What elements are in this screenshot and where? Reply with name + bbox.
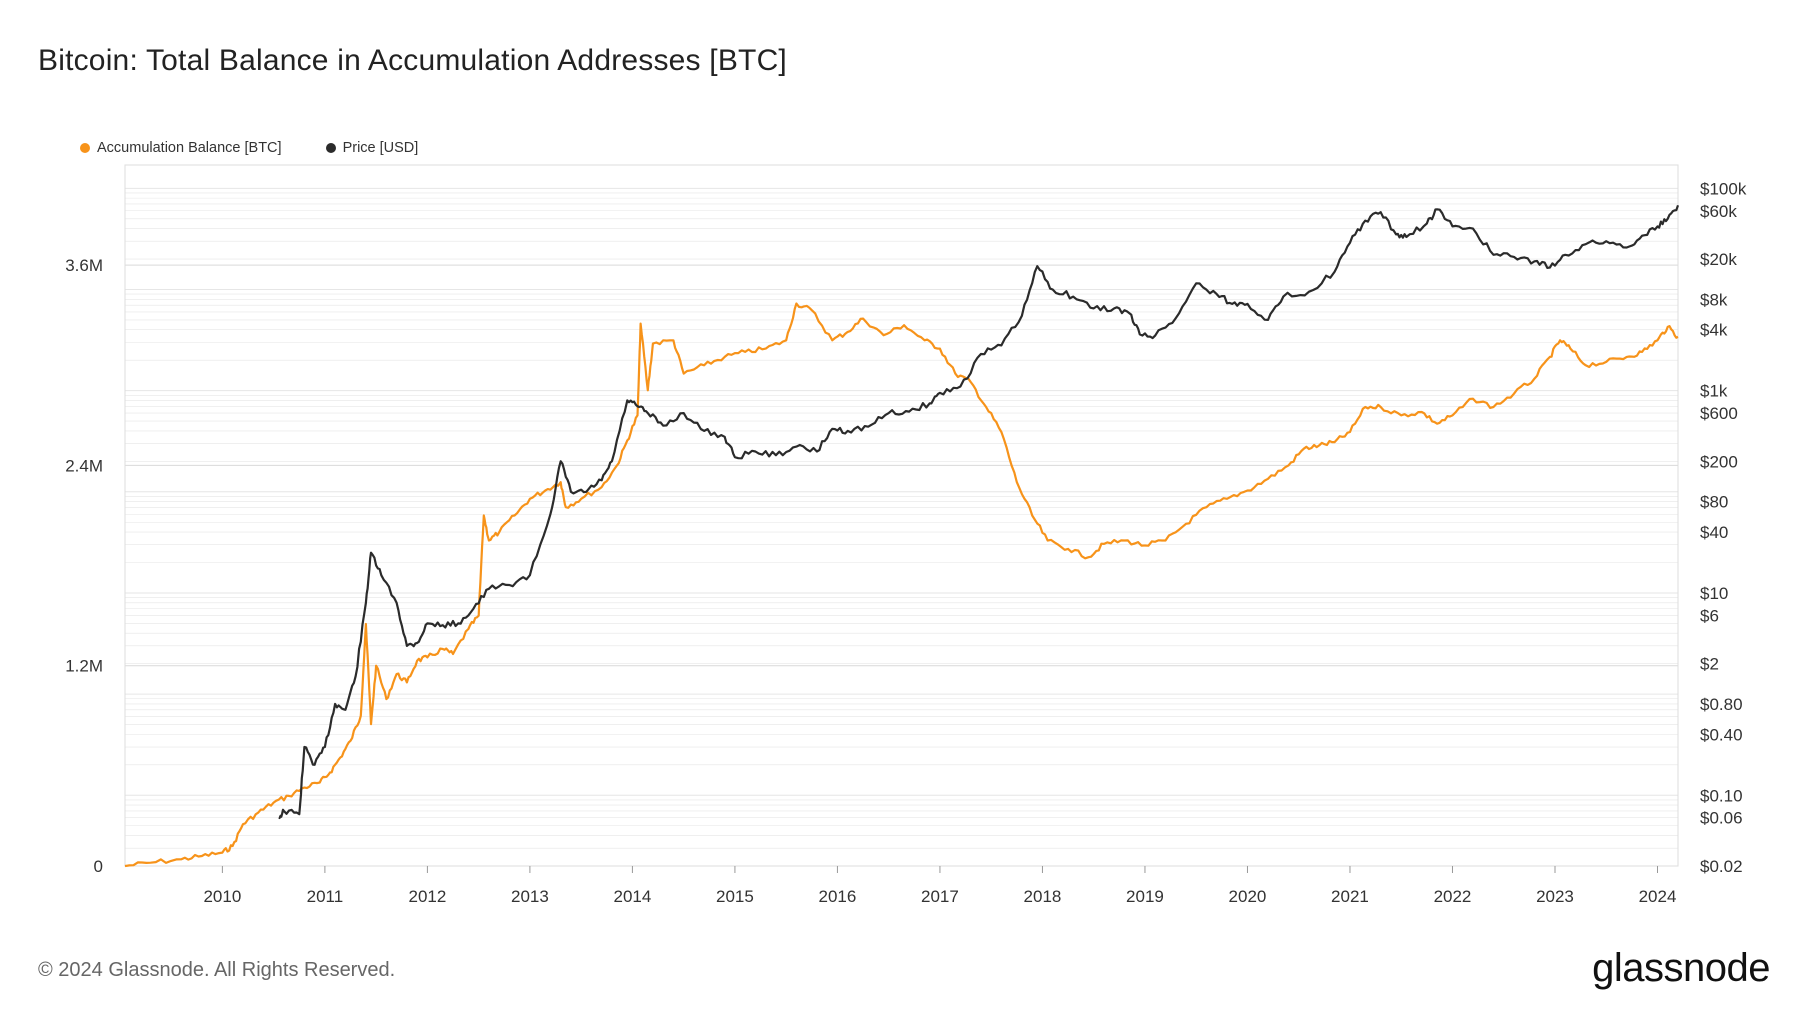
series-layer bbox=[124, 204, 1680, 868]
legend-dot-balance bbox=[80, 143, 90, 153]
grid-layer bbox=[125, 187, 1678, 867]
right-axis-tick-label: $80 bbox=[1700, 493, 1728, 512]
legend-dot-price bbox=[325, 143, 336, 153]
left-axis-tick-label: 2.4M bbox=[65, 456, 103, 475]
right-axis-tick-label: $0.10 bbox=[1700, 786, 1743, 805]
right-axis-tick-label: $2 bbox=[1700, 655, 1719, 674]
x-axis-tick-label: 2014 bbox=[614, 887, 652, 906]
right-axis-tick-label: $0.40 bbox=[1700, 725, 1743, 744]
x-axis-tick-label: 2013 bbox=[511, 887, 549, 906]
right-axis-tick-label: $0.06 bbox=[1700, 809, 1743, 828]
left-axis: 0 1.2M 2.4M 3.6M bbox=[65, 256, 103, 876]
legend-item-balance[interactable]: Accumulation Balance [BTC] bbox=[80, 140, 282, 156]
right-axis-tick-label: $40 bbox=[1700, 523, 1728, 542]
legend-item-price[interactable]: Price [USD] bbox=[325, 140, 419, 156]
x-axis-tick-label: 2023 bbox=[1536, 887, 1574, 906]
chart-title: Bitcoin: Total Balance in Accumulation A… bbox=[38, 44, 787, 77]
x-axis-tick-label: 2010 bbox=[203, 887, 241, 906]
x-axis-tick-label: 2015 bbox=[716, 887, 754, 906]
x-axis-tick-label: 2017 bbox=[921, 887, 959, 906]
series-line-accumulation-balance bbox=[124, 302, 1679, 868]
right-axis-tick-label: $200 bbox=[1700, 452, 1738, 471]
plot-frame bbox=[124, 164, 1679, 867]
chart-legend: Accumulation Balance [BTC] Price [USD] bbox=[80, 140, 418, 156]
x-axis-tick-label: 2018 bbox=[1024, 887, 1062, 906]
left-axis-tick-label: 3.6M bbox=[65, 256, 103, 275]
x-axis-tick-label: 2024 bbox=[1639, 887, 1677, 906]
right-axis: $100k $60k $20k $8k $4k $1k $600 $200 $80 $40 $10 $… bbox=[1700, 179, 1747, 876]
right-axis-tick-label: $0.80 bbox=[1700, 695, 1743, 714]
x-axis-tick-label: 2020 bbox=[1229, 887, 1267, 906]
right-axis-tick-label: $0.02 bbox=[1700, 857, 1743, 876]
x-axis: 2010 2011 2012 2013 2014 2015 2016 2017 2018 2019… bbox=[203, 866, 1676, 906]
right-axis-tick-label: $10 bbox=[1700, 584, 1728, 603]
left-axis-tick-label: 0 bbox=[94, 857, 103, 876]
right-axis-tick-label: $600 bbox=[1700, 404, 1738, 423]
right-axis-tick-label: $60k bbox=[1700, 202, 1737, 221]
right-axis-tick-label: $20k bbox=[1700, 250, 1737, 269]
x-axis-tick-label: 2011 bbox=[307, 887, 344, 906]
right-axis-tick-label: $8k bbox=[1700, 290, 1728, 309]
right-axis-tick-label: $6 bbox=[1700, 606, 1719, 625]
series-line-price bbox=[278, 204, 1680, 820]
right-axis-tick-label: $1k bbox=[1700, 382, 1728, 401]
glassnode-logo[interactable]: glassnode bbox=[1592, 946, 1770, 990]
copyright-footer: © 2024 Glassnode. All Rights Reserved. bbox=[38, 959, 396, 981]
legend-label-balance: Accumulation Balance [BTC] bbox=[97, 140, 282, 156]
legend-label-price: Price [USD] bbox=[342, 140, 419, 156]
x-axis-tick-label: 2012 bbox=[408, 887, 446, 906]
x-axis-tick-label: 2021 bbox=[1331, 887, 1369, 906]
left-axis-tick-label: 1.2M bbox=[65, 657, 103, 676]
x-axis-tick-label: 2019 bbox=[1126, 887, 1164, 906]
right-axis-tick-label: $4k bbox=[1700, 321, 1728, 340]
right-axis-tick-label: $100k bbox=[1700, 179, 1747, 198]
x-axis-tick-label: 2022 bbox=[1434, 887, 1472, 906]
x-axis-tick-label: 2016 bbox=[819, 887, 857, 906]
